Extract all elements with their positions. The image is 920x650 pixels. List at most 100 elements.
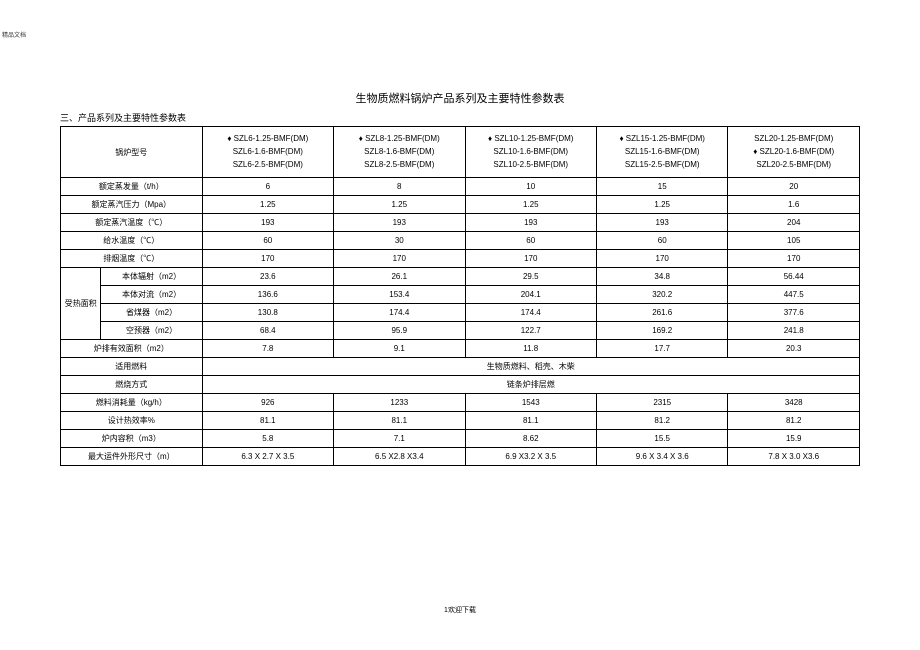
table-row: 受热面积本体辐射（m2）23.626.129.534.856.44	[61, 268, 860, 286]
cell: 170	[334, 250, 465, 268]
cell: 261.6	[596, 304, 727, 322]
cell: 320.2	[596, 286, 727, 304]
cell: 15	[596, 178, 727, 196]
model-line: SZL6-1.6-BMF(DM)	[205, 146, 331, 159]
span-value: 链条炉排层燃	[202, 376, 859, 394]
cell: 241.8	[728, 322, 860, 340]
cell: 170	[465, 250, 596, 268]
cell: 377.6	[728, 304, 860, 322]
table-row: 燃烧方式链条炉排层燃	[61, 376, 860, 394]
cell: 6	[202, 178, 333, 196]
page-title: 生物质燃料锅炉产品系列及主要特性参数表	[60, 90, 860, 106]
cell: 1233	[334, 394, 465, 412]
model-line: ♦ SZL6-1.25-BMF(DM)	[205, 133, 331, 146]
cell: 23.6	[202, 268, 333, 286]
cell: 170	[596, 250, 727, 268]
table-row: 空预器（m2）68.495.9122.7169.2241.8	[61, 322, 860, 340]
row-label: 炉排有效面积（m2）	[61, 340, 203, 358]
cell: 68.4	[202, 322, 333, 340]
cell: 2315	[596, 394, 727, 412]
model-line: ♦ SZL20-1.6-BMF(DM)	[730, 146, 857, 159]
cell: 15.9	[728, 430, 860, 448]
model-col-1: ♦ SZL8-1.25-BMF(DM)SZL8-1.6-BMF(DM)SZL8-…	[334, 127, 465, 178]
section-label: 三、产品系列及主要特性参数表	[60, 111, 860, 124]
model-line: SZL6-2.5-BMF(DM)	[205, 159, 331, 172]
model-line: SZL20-2.5-BMF(DM)	[730, 159, 857, 172]
table-row: 炉排有效面积（m2）7.89.111.817.720.3	[61, 340, 860, 358]
cell: 193	[465, 214, 596, 232]
cell: 60	[596, 232, 727, 250]
cell: 1543	[465, 394, 596, 412]
row-label: 燃烧方式	[61, 376, 203, 394]
row-label: 设计热效率%	[61, 412, 203, 430]
cell: 26.1	[334, 268, 465, 286]
model-line: SZL8-1.6-BMF(DM)	[336, 146, 462, 159]
row-label: 省煤器（m2）	[101, 304, 202, 322]
cell: 170	[202, 250, 333, 268]
cell: 8	[334, 178, 465, 196]
table-row: 省煤器（m2）130.8174.4174.4261.6377.6	[61, 304, 860, 322]
cell: 81.1	[465, 412, 596, 430]
cell: 204.1	[465, 286, 596, 304]
row-label: 额定蒸汽温度（℃）	[61, 214, 203, 232]
model-line: SZL10-2.5-BMF(DM)	[468, 159, 594, 172]
row-label: 本体辐射（m2）	[101, 268, 202, 286]
cell: 193	[596, 214, 727, 232]
table-row: 燃料消耗量（kg/h）9261233154323153428	[61, 394, 860, 412]
table-row-header: 锅炉型号♦ SZL6-1.25-BMF(DM)SZL6-1.6-BMF(DM)S…	[61, 127, 860, 178]
cell: 20	[728, 178, 860, 196]
cell: 9.1	[334, 340, 465, 358]
cell: 17.7	[596, 340, 727, 358]
row-label: 适用燃料	[61, 358, 203, 376]
cell: 174.4	[465, 304, 596, 322]
table-row: 炉内容积（m3）5.87.18.6215.515.9	[61, 430, 860, 448]
cell: 56.44	[728, 268, 860, 286]
cell: 60	[202, 232, 333, 250]
cell: 3428	[728, 394, 860, 412]
cell: 1.25	[202, 196, 333, 214]
model-line: ♦ SZL15-1.25-BMF(DM)	[599, 133, 725, 146]
spec-table: 锅炉型号♦ SZL6-1.25-BMF(DM)SZL6-1.6-BMF(DM)S…	[60, 126, 860, 466]
table-row: 本体对流（m2）136.6153.4204.1320.2447.5	[61, 286, 860, 304]
span-value: 生物质燃料、稻壳、木柴	[202, 358, 859, 376]
cell: 81.2	[728, 412, 860, 430]
table-row: 给水温度（℃）60306060105	[61, 232, 860, 250]
cell: 30	[334, 232, 465, 250]
row-label: 最大运件外形尺寸（m）	[61, 448, 203, 466]
model-line: ♦ SZL8-1.25-BMF(DM)	[336, 133, 462, 146]
table-row: 设计热效率%81.181.181.181.281.2	[61, 412, 860, 430]
page-content: 生物质燃料锅炉产品系列及主要特性参数表 三、产品系列及主要特性参数表 锅炉型号♦…	[0, 0, 920, 466]
cell: 15.5	[596, 430, 727, 448]
model-line: SZL10-1.6-BMF(DM)	[468, 146, 594, 159]
cell: 193	[202, 214, 333, 232]
cell: 1.25	[465, 196, 596, 214]
page-footer: 1欢迎下载	[0, 605, 920, 615]
cell: 174.4	[334, 304, 465, 322]
model-col-2: ♦ SZL10-1.25-BMF(DM)SZL10-1.6-BMF(DM)SZL…	[465, 127, 596, 178]
table-body: 锅炉型号♦ SZL6-1.25-BMF(DM)SZL6-1.6-BMF(DM)S…	[61, 127, 860, 466]
cell: 1.25	[596, 196, 727, 214]
cell: 926	[202, 394, 333, 412]
cell: 95.9	[334, 322, 465, 340]
model-col-0: ♦ SZL6-1.25-BMF(DM)SZL6-1.6-BMF(DM)SZL6-…	[202, 127, 333, 178]
cell: 8.62	[465, 430, 596, 448]
cell: 447.5	[728, 286, 860, 304]
cell: 7.8	[202, 340, 333, 358]
cell: 20.3	[728, 340, 860, 358]
watermark-top-left: 精品文档	[2, 30, 26, 39]
cell: 204	[728, 214, 860, 232]
cell: 6.5 X2.8 X3.4	[334, 448, 465, 466]
row-label: 炉内容积（m3）	[61, 430, 203, 448]
row-label: 燃料消耗量（kg/h）	[61, 394, 203, 412]
cell: 81.1	[334, 412, 465, 430]
cell: 1.25	[334, 196, 465, 214]
model-col-3: ♦ SZL15-1.25-BMF(DM)SZL15-1.6-BMF(DM)SZL…	[596, 127, 727, 178]
cell: 9.6 X 3.4 X 3.6	[596, 448, 727, 466]
cell: 105	[728, 232, 860, 250]
cell: 136.6	[202, 286, 333, 304]
row-label: 本体对流（m2）	[101, 286, 202, 304]
heat-group-label: 受热面积	[61, 268, 101, 340]
cell: 193	[334, 214, 465, 232]
table-row: 最大运件外形尺寸（m）6.3 X 2.7 X 3.56.5 X2.8 X3.46…	[61, 448, 860, 466]
table-row: 额定蒸汽压力（Mpa）1.251.251.251.251.6	[61, 196, 860, 214]
